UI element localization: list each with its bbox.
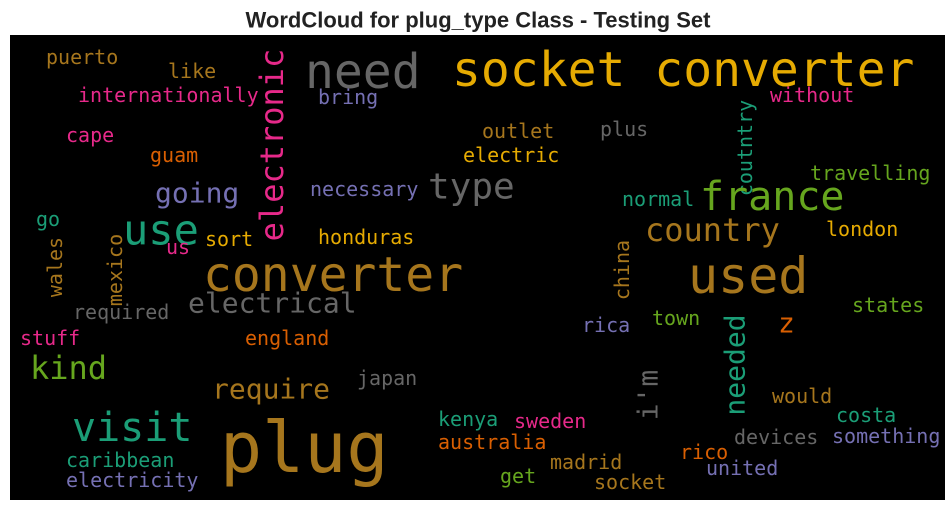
word: require bbox=[212, 373, 330, 406]
word: guam bbox=[150, 143, 198, 167]
word: cape bbox=[66, 123, 114, 147]
word: bring bbox=[318, 85, 378, 109]
word: internationally bbox=[78, 83, 259, 107]
word: china bbox=[610, 240, 634, 300]
word: get bbox=[500, 464, 536, 488]
word: without bbox=[770, 83, 854, 107]
word: visit bbox=[72, 405, 192, 451]
word: australia bbox=[438, 430, 546, 454]
word: costa bbox=[836, 403, 896, 427]
word: stuff bbox=[20, 326, 80, 350]
word: rico bbox=[680, 440, 728, 464]
word: type bbox=[428, 167, 515, 208]
word: town bbox=[652, 306, 700, 330]
word: us bbox=[166, 235, 190, 259]
word: necessary bbox=[310, 177, 418, 201]
word: states bbox=[852, 293, 924, 317]
word: electronic bbox=[253, 49, 291, 242]
word: outlet bbox=[482, 119, 554, 143]
word: socket bbox=[594, 470, 666, 494]
word: travelling bbox=[810, 161, 930, 185]
word: japan bbox=[357, 366, 417, 390]
word: country bbox=[645, 211, 780, 249]
word: wales bbox=[43, 237, 67, 297]
word: going bbox=[155, 177, 239, 210]
chart-title: WordCloud for plug_type Class - Testing … bbox=[246, 8, 712, 33]
word: go bbox=[36, 207, 60, 231]
word: need bbox=[305, 44, 421, 100]
word: devices bbox=[734, 425, 818, 449]
word: like bbox=[168, 59, 216, 83]
word: mexico bbox=[103, 234, 127, 306]
word: socket converter bbox=[452, 42, 914, 98]
word: sort bbox=[205, 227, 253, 251]
word: needed bbox=[719, 314, 752, 415]
word: caribbean bbox=[66, 448, 174, 472]
word: france bbox=[700, 174, 845, 220]
word: electrical bbox=[188, 287, 357, 320]
word: rica bbox=[582, 313, 630, 337]
word: sweden bbox=[514, 409, 586, 433]
word: i'm bbox=[632, 370, 665, 421]
word: use bbox=[123, 206, 199, 255]
cloud-background bbox=[10, 35, 945, 500]
word: used bbox=[688, 247, 808, 305]
word: england bbox=[245, 326, 329, 350]
word: kenya bbox=[438, 407, 498, 431]
word: would bbox=[772, 384, 832, 408]
word: united bbox=[706, 456, 778, 480]
word: madrid bbox=[550, 450, 622, 474]
word: puerto bbox=[46, 45, 118, 69]
word: plug bbox=[220, 407, 389, 489]
word: converter bbox=[203, 247, 463, 303]
word: honduras bbox=[318, 225, 414, 249]
word: coutntry bbox=[733, 100, 757, 196]
word: london bbox=[826, 217, 898, 241]
word: required bbox=[73, 300, 169, 324]
word: kind bbox=[30, 349, 107, 387]
word: electricity bbox=[66, 468, 198, 492]
word: plus bbox=[600, 117, 648, 141]
word: normal bbox=[622, 187, 694, 211]
word: something bbox=[832, 424, 940, 448]
word: z bbox=[778, 307, 795, 340]
word: electric bbox=[463, 143, 559, 167]
